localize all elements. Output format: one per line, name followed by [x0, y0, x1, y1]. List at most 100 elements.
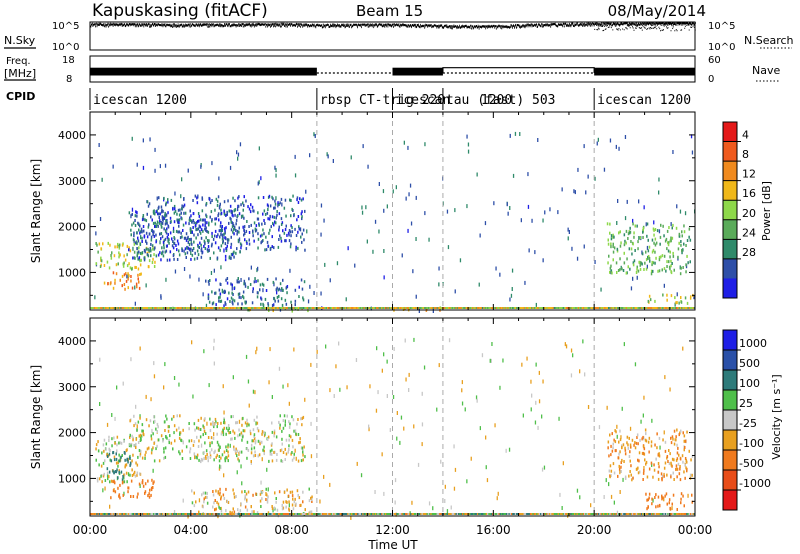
power-cell	[675, 226, 678, 230]
power-cell	[154, 212, 156, 216]
velocity-speckle	[394, 500, 396, 505]
power-ground-cell	[563, 307, 566, 309]
power-cell	[666, 260, 668, 264]
power-speckle	[200, 164, 202, 169]
power-ground-cell	[127, 307, 130, 309]
power-cell	[208, 221, 210, 225]
power-cell	[183, 236, 186, 240]
velocity-colorbar-label: 25	[739, 397, 753, 410]
velocity-cell	[214, 508, 216, 512]
power-ground-cell	[434, 307, 436, 309]
power-ground-cell	[424, 307, 426, 309]
power-ground-cell	[349, 307, 352, 309]
power-ground-cell	[420, 307, 422, 309]
power-cell	[654, 243, 657, 247]
power-cell	[118, 255, 120, 259]
power-cell	[152, 210, 155, 214]
power-cell	[295, 245, 297, 249]
power-cell	[670, 264, 672, 268]
power-ground-cell	[108, 307, 111, 309]
velocity-cell	[303, 445, 305, 449]
power-speckle	[583, 244, 585, 249]
power-cell	[262, 228, 264, 232]
velocity-cell	[664, 494, 666, 498]
power-cell	[297, 246, 299, 250]
power-cell	[185, 221, 187, 225]
velocity-cell	[168, 425, 170, 429]
power-cell	[157, 206, 160, 210]
power-cell	[211, 199, 213, 202]
power-ground-cell	[652, 307, 654, 309]
power-cell	[617, 269, 620, 272]
power-cell	[277, 201, 279, 205]
velocity-cell	[282, 506, 285, 510]
power-cell	[273, 297, 276, 301]
velocity-cell	[164, 429, 166, 432]
freq-left-label-2: [MHz]	[4, 67, 36, 80]
power-cell	[231, 221, 233, 225]
velocity-ground-cell	[387, 513, 390, 515]
power-cell	[148, 232, 151, 236]
power-ground-cell	[299, 307, 301, 309]
power-speckle	[262, 288, 264, 293]
velocity-speckle	[620, 435, 622, 440]
velocity-speckle	[440, 459, 442, 464]
power-cell	[227, 238, 230, 242]
power-ground-cell	[146, 307, 149, 309]
power-speckle	[624, 135, 627, 139]
velocity-ground-cell	[286, 513, 289, 515]
power-cell	[235, 251, 237, 255]
velocity-cell	[194, 428, 196, 432]
power-cell	[658, 255, 661, 259]
power-cell	[119, 278, 121, 282]
velocity-speckle	[368, 427, 370, 432]
power-cell	[187, 235, 189, 239]
power-colorbar-swatch	[723, 219, 737, 240]
velocity-speckle	[139, 346, 141, 351]
velocity-cell	[233, 447, 235, 451]
velocity-cell	[620, 465, 622, 469]
power-cell	[232, 224, 235, 227]
velocity-cell	[641, 451, 644, 455]
power-cell	[291, 230, 294, 234]
velocity-ground-cell	[587, 513, 590, 515]
velocity-cell	[132, 495, 135, 498]
power-speckle	[190, 240, 192, 245]
velocity-ground-cell	[169, 513, 171, 515]
power-cell	[643, 268, 645, 271]
power-cell	[189, 228, 192, 232]
velocity-cell	[227, 501, 230, 504]
power-cell	[666, 293, 668, 297]
power-cell	[202, 223, 204, 227]
velocity-speckle	[479, 426, 481, 431]
power-cell	[216, 203, 219, 207]
velocity-cell	[673, 478, 675, 481]
velocity-cell	[233, 431, 236, 435]
power-colorbar-swatch	[723, 278, 737, 299]
power-ground-cell	[536, 307, 538, 309]
power-cell	[139, 251, 142, 255]
power-ground-cell	[523, 307, 526, 309]
velocity-speckle	[114, 416, 116, 421]
power-cell	[688, 227, 691, 231]
velocity-speckle	[152, 468, 154, 473]
velocity-cell	[291, 451, 293, 454]
power-cell	[232, 302, 234, 306]
velocity-ground-cell	[638, 513, 640, 515]
velocity-cell	[103, 449, 105, 453]
velocity-cell	[258, 453, 261, 457]
velocity-ground-cell	[310, 513, 313, 515]
power-ground-cell	[629, 307, 632, 309]
velocity-cell	[213, 425, 215, 429]
velocity-ground-cell	[630, 513, 633, 515]
power-cell	[206, 221, 208, 225]
power-cell	[114, 278, 116, 282]
power-cell	[207, 249, 209, 253]
power-ground-cell	[190, 307, 193, 309]
power-cell	[231, 283, 233, 287]
velocity-cell	[281, 459, 284, 463]
velocity-cell	[678, 433, 680, 437]
power-cell	[275, 221, 277, 225]
power-cell	[290, 199, 292, 202]
power-cell	[669, 267, 671, 271]
